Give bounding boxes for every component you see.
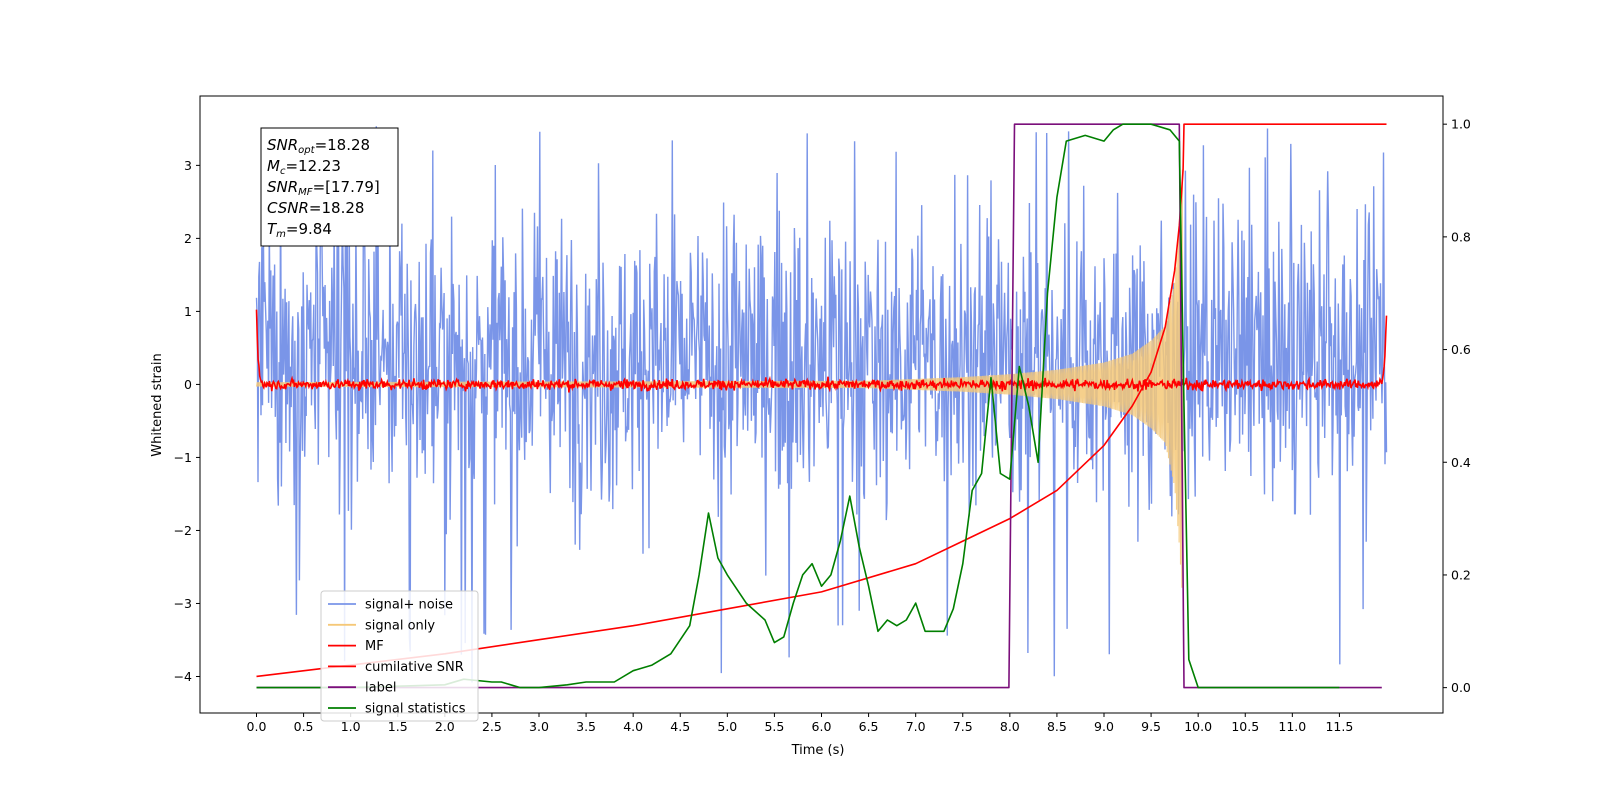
y-tick-label: −3 bbox=[174, 596, 192, 611]
x-tick-label: 8.0 bbox=[1000, 719, 1020, 734]
series-signal-statistics bbox=[256, 123, 1340, 689]
x-axis-label: Time (s) bbox=[791, 743, 845, 758]
legend-entry: label bbox=[365, 681, 396, 696]
y2-tick-label: 0.2 bbox=[1451, 567, 1471, 582]
y-tick-label: 1 bbox=[184, 304, 192, 319]
y-tick-label: −2 bbox=[174, 523, 192, 538]
legend-entry: MF bbox=[365, 639, 384, 654]
x-tick-label: 8.5 bbox=[1047, 719, 1067, 734]
y2-tick-label: 0.0 bbox=[1451, 680, 1471, 695]
x-tick-label: 6.5 bbox=[859, 719, 879, 734]
legend-entry: cumilative SNR bbox=[365, 660, 464, 675]
x-tick-label: 2.0 bbox=[435, 719, 455, 734]
x-tick-label: 5.0 bbox=[717, 719, 737, 734]
x-tick-label: 7.5 bbox=[953, 719, 973, 734]
y-tick-label: 2 bbox=[184, 231, 192, 246]
annotation-line: SNRopt=18.28 bbox=[267, 136, 370, 156]
x-tick-label: 0.5 bbox=[294, 719, 314, 734]
x-tick-label: 9.5 bbox=[1141, 719, 1161, 734]
annotation-line: CSNR=18.28 bbox=[267, 199, 364, 217]
series-mf bbox=[255, 309, 1388, 393]
x-tick-label: 4.0 bbox=[623, 719, 643, 734]
x-tick-label: 4.5 bbox=[670, 719, 690, 734]
legend: signal+ noise signal only MF cumilative SNR… bbox=[320, 590, 479, 722]
x-tick-label: 3.5 bbox=[576, 719, 596, 734]
y2-tick-label: 0.8 bbox=[1451, 229, 1471, 244]
legend-entry: signal only bbox=[365, 618, 435, 633]
y-axis-label: Whitened strain bbox=[150, 353, 165, 456]
x-tick-label: 10.0 bbox=[1184, 719, 1212, 734]
annotation-line: Mc=12.23 bbox=[267, 157, 341, 177]
y-tick-label: 3 bbox=[184, 158, 192, 173]
y2-tick-label: 0.6 bbox=[1451, 342, 1471, 357]
axes-layer: 0.0 0.5 1.0 1.5 2.0 2.5 3.0 3.5 4.0 4.5 5.0 5.5 6.0 6… bbox=[174, 117, 1471, 734]
series-cumulative-snr bbox=[256, 123, 1387, 678]
y2-tick-label: 0.4 bbox=[1451, 455, 1471, 470]
x-tick-label: 2.5 bbox=[482, 719, 502, 734]
x-tick-label: 7.0 bbox=[906, 719, 926, 734]
annotation-line: Tm=9.84 bbox=[267, 220, 332, 240]
x-tick-label: 0.0 bbox=[247, 719, 267, 734]
y-tick-label: 0 bbox=[184, 377, 192, 392]
x-tick-label: 1.5 bbox=[388, 719, 408, 734]
x-tick-label: 3.0 bbox=[529, 719, 549, 734]
x-tick-label: 1.0 bbox=[341, 719, 361, 734]
legend-entry: signal+ noise bbox=[365, 598, 453, 613]
annotation-frame bbox=[260, 127, 399, 247]
x-tick-label: 11.0 bbox=[1278, 719, 1306, 734]
legend-entry: signal statistics bbox=[365, 702, 466, 717]
x-tick-label: 11.5 bbox=[1325, 719, 1353, 734]
y-tick-label: −4 bbox=[174, 669, 192, 684]
annotation-box: SNRopt=18.28Mc=12.23SNRMF=[17.79]CSNR=18… bbox=[260, 127, 399, 247]
x-tick-label: 5.5 bbox=[764, 719, 784, 734]
x-tick-label: 6.0 bbox=[812, 719, 832, 734]
legend-frame bbox=[320, 590, 479, 722]
y-tick-label: −1 bbox=[174, 450, 192, 465]
annotation-line: SNRMF=[17.79] bbox=[267, 178, 380, 198]
y2-tick-label: 1.0 bbox=[1451, 117, 1471, 132]
x-tick-label: 10.5 bbox=[1231, 719, 1259, 734]
x-tick-label: 9.0 bbox=[1094, 719, 1114, 734]
